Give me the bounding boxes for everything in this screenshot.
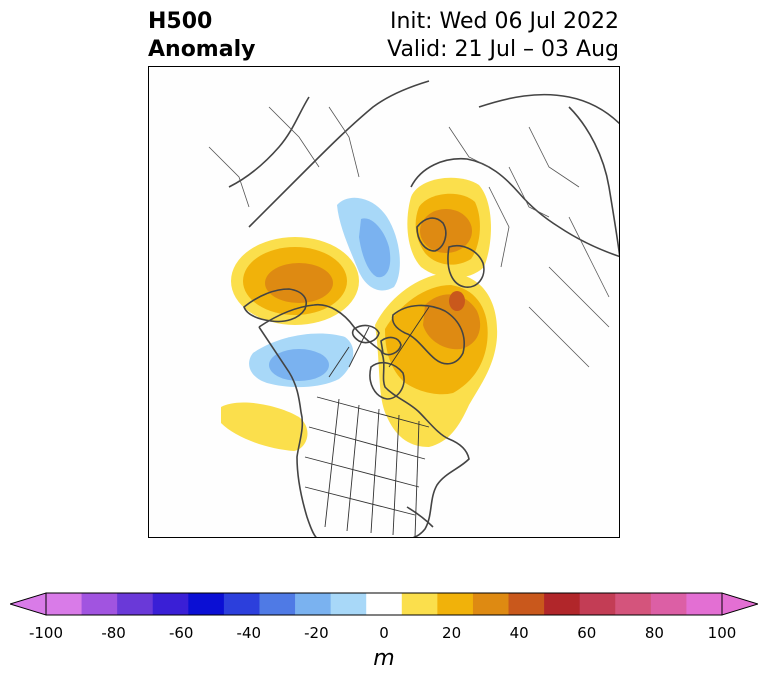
map-panel	[148, 66, 620, 538]
coastlines	[228, 80, 619, 537]
colorbar-extend-high	[721, 592, 758, 616]
colorbar-tick-label: 20	[442, 624, 462, 642]
negative-anomaly-arctic-ocean	[337, 197, 400, 291]
colorbar-swatch	[188, 593, 225, 615]
colorbar-tick-label: -20	[304, 624, 329, 642]
colorbar-swatch	[508, 593, 545, 615]
colorbar-swatch	[223, 593, 260, 615]
colorbar	[10, 592, 758, 616]
colorbar-tick-label: 80	[644, 624, 664, 642]
colorbar-swatch	[366, 593, 403, 615]
negative-anomaly-gulf-of-alaska	[249, 333, 354, 388]
units-label: m	[373, 646, 395, 671]
colorbar-swatch	[650, 593, 687, 615]
positive-anomaly-northeast-pacific	[221, 402, 308, 451]
colorbar-swatch	[295, 593, 332, 615]
colorbar-swatch	[330, 593, 367, 615]
init-date: Init: Wed 06 Jul 2022	[389, 9, 619, 34]
colorbar-swatch	[686, 593, 723, 615]
title-line-1: H500	[148, 9, 213, 34]
map-title: H500 Anomaly	[148, 8, 255, 64]
colorbar-tick-label: -100	[28, 624, 64, 642]
colorbar-swatch	[117, 593, 154, 615]
colorbar-swatch	[615, 593, 652, 615]
title-line-2: Anomaly	[148, 37, 256, 62]
colorbar-tick-label: -60	[168, 624, 194, 642]
colorbar-tick-label: -40	[236, 624, 262, 642]
country-boundaries	[208, 106, 610, 368]
colorbar-swatch	[437, 593, 474, 615]
colorbar-extend-low	[10, 592, 47, 616]
colorbar-swatch	[152, 593, 189, 615]
colorbar-tick-label: 100	[707, 624, 737, 642]
colorbar-swatch	[259, 593, 296, 615]
colorbar-swatches	[46, 593, 723, 615]
colorbar-swatch	[81, 593, 118, 615]
colorbar-swatch	[46, 593, 83, 615]
map-dates: Init: Wed 06 Jul 2022 Valid: 21 Jul – 03…	[387, 8, 619, 64]
positive-anomaly-scandinavia	[407, 177, 491, 278]
colorbar-tick-label: 60	[577, 624, 597, 642]
colorbar-tick-label: -80	[101, 624, 126, 642]
colorbar-tick-label: 40	[509, 624, 529, 642]
anomaly-map	[208, 80, 619, 537]
colorbar-swatch	[472, 593, 510, 615]
colorbar-tick-label: 0	[379, 624, 389, 642]
valid-range: Valid: 21 Jul – 03 Aug	[387, 37, 619, 62]
colorbar-swatch	[544, 593, 581, 615]
colorbar-swatch	[401, 593, 438, 615]
state-boundaries	[304, 306, 430, 537]
colorbar-swatch	[579, 593, 616, 615]
positive-anomaly-alaska-bering	[231, 237, 359, 325]
